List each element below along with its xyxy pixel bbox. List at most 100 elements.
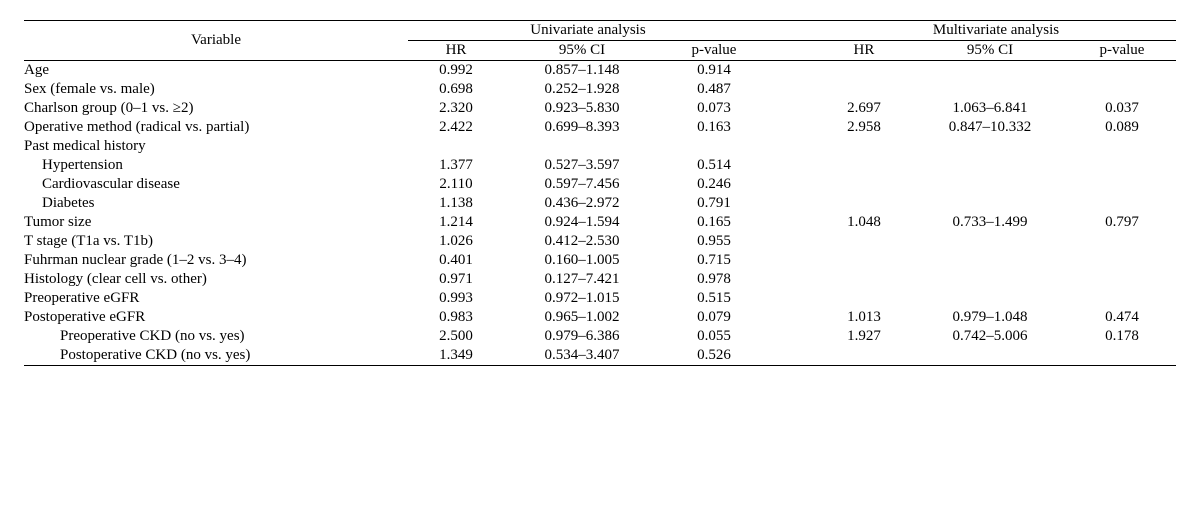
cell-multi-ci: 1.063–6.841 xyxy=(912,99,1068,118)
cell-variable: Tumor size xyxy=(24,213,408,232)
cell-gap xyxy=(768,213,816,232)
table-row: Operative method (radical vs. partial)2.… xyxy=(24,118,1176,137)
cell-multi-hr: 1.013 xyxy=(816,308,912,327)
cell-uni-ci: 0.924–1.594 xyxy=(504,213,660,232)
cell-variable: Diabetes xyxy=(24,194,408,213)
cell-multi-hr: 1.048 xyxy=(816,213,912,232)
cell-variable: Charlson group (0–1 vs. ≥2) xyxy=(24,99,408,118)
cell-gap xyxy=(768,156,816,175)
cell-uni-hr: 2.500 xyxy=(408,327,504,346)
cell-uni-hr: 1.349 xyxy=(408,346,504,366)
cell-variable: Operative method (radical vs. partial) xyxy=(24,118,408,137)
cell-gap xyxy=(768,137,816,156)
table-row: Cardiovascular disease2.1100.597–7.4560.… xyxy=(24,175,1176,194)
header-gap2 xyxy=(768,41,816,61)
cell-uni-p: 0.978 xyxy=(660,270,768,289)
cell-uni-ci: 0.412–2.530 xyxy=(504,232,660,251)
cell-multi-hr xyxy=(816,194,912,213)
table-row: T stage (T1a vs. T1b)1.0260.412–2.5300.9… xyxy=(24,232,1176,251)
cell-gap xyxy=(768,327,816,346)
cell-multi-p xyxy=(1068,61,1176,81)
cell-multi-hr xyxy=(816,137,912,156)
cell-gap xyxy=(768,289,816,308)
cell-multi-ci xyxy=(912,156,1068,175)
cell-multi-ci xyxy=(912,61,1068,81)
cell-uni-hr: 2.320 xyxy=(408,99,504,118)
cell-gap xyxy=(768,251,816,270)
cell-multi-hr xyxy=(816,289,912,308)
header-uni-p: p-value xyxy=(660,41,768,61)
cell-uni-ci: 0.436–2.972 xyxy=(504,194,660,213)
cell-multi-p xyxy=(1068,175,1176,194)
cell-multi-p: 0.037 xyxy=(1068,99,1176,118)
header-uni-hr: HR xyxy=(408,41,504,61)
cell-multi-ci xyxy=(912,194,1068,213)
cell-gap xyxy=(768,118,816,137)
header-gap xyxy=(768,21,816,41)
cell-uni-ci: 0.699–8.393 xyxy=(504,118,660,137)
cell-uni-hr: 0.992 xyxy=(408,61,504,81)
table-row: Diabetes1.1380.436–2.9720.791 xyxy=(24,194,1176,213)
cell-uni-hr: 2.422 xyxy=(408,118,504,137)
table-row: Postoperative eGFR0.9830.965–1.0020.0791… xyxy=(24,308,1176,327)
cell-uni-hr: 0.401 xyxy=(408,251,504,270)
cell-multi-hr: 2.958 xyxy=(816,118,912,137)
cell-gap xyxy=(768,194,816,213)
cell-uni-ci: 0.534–3.407 xyxy=(504,346,660,366)
cell-variable: Postoperative eGFR xyxy=(24,308,408,327)
header-univariate: Univariate analysis xyxy=(408,21,768,41)
cell-variable: Sex (female vs. male) xyxy=(24,80,408,99)
cell-multi-hr xyxy=(816,232,912,251)
table-row: Preoperative eGFR0.9930.972–1.0150.515 xyxy=(24,289,1176,308)
table-row: Hypertension1.3770.527–3.5970.514 xyxy=(24,156,1176,175)
header-multi-hr: HR xyxy=(816,41,912,61)
cell-uni-p: 0.165 xyxy=(660,213,768,232)
cell-uni-p: 0.079 xyxy=(660,308,768,327)
table-row: Age0.9920.857–1.1480.914 xyxy=(24,61,1176,81)
header-variable: Variable xyxy=(24,21,408,61)
cell-multi-hr xyxy=(816,270,912,289)
table-row: Sex (female vs. male)0.6980.252–1.9280.4… xyxy=(24,80,1176,99)
cell-multi-p xyxy=(1068,156,1176,175)
cell-uni-p: 0.515 xyxy=(660,289,768,308)
cell-multi-ci xyxy=(912,232,1068,251)
cell-multi-p xyxy=(1068,80,1176,99)
table-row: Preoperative CKD (no vs. yes)2.5000.979–… xyxy=(24,327,1176,346)
cell-multi-p xyxy=(1068,137,1176,156)
cell-multi-p xyxy=(1068,289,1176,308)
cell-uni-ci: 0.597–7.456 xyxy=(504,175,660,194)
cell-uni-hr: 2.110 xyxy=(408,175,504,194)
cell-uni-p: 0.914 xyxy=(660,61,768,81)
table-row: Postoperative CKD (no vs. yes)1.3490.534… xyxy=(24,346,1176,366)
cell-multi-ci xyxy=(912,80,1068,99)
cell-multi-ci: 0.733–1.499 xyxy=(912,213,1068,232)
table-row: Tumor size1.2140.924–1.5940.1651.0480.73… xyxy=(24,213,1176,232)
cell-uni-p: 0.055 xyxy=(660,327,768,346)
cell-gap xyxy=(768,61,816,81)
cell-variable: Preoperative eGFR xyxy=(24,289,408,308)
cell-uni-ci: 0.252–1.928 xyxy=(504,80,660,99)
cell-variable: Fuhrman nuclear grade (1–2 vs. 3–4) xyxy=(24,251,408,270)
cell-uni-p: 0.526 xyxy=(660,346,768,366)
cell-gap xyxy=(768,346,816,366)
cell-multi-hr xyxy=(816,175,912,194)
cell-multi-p: 0.178 xyxy=(1068,327,1176,346)
cell-variable: Hypertension xyxy=(24,156,408,175)
cell-multi-p xyxy=(1068,270,1176,289)
cell-multi-hr xyxy=(816,80,912,99)
cell-uni-ci: 0.857–1.148 xyxy=(504,61,660,81)
cell-uni-p: 0.246 xyxy=(660,175,768,194)
cell-multi-hr xyxy=(816,156,912,175)
cell-multi-hr xyxy=(816,251,912,270)
cell-gap xyxy=(768,175,816,194)
cell-multi-ci xyxy=(912,175,1068,194)
cell-multi-ci xyxy=(912,346,1068,366)
cell-uni-p: 0.791 xyxy=(660,194,768,213)
cell-uni-hr: 1.377 xyxy=(408,156,504,175)
cell-gap xyxy=(768,232,816,251)
cell-multi-ci: 0.742–5.006 xyxy=(912,327,1068,346)
cell-uni-hr: 1.138 xyxy=(408,194,504,213)
cell-variable: Past medical history xyxy=(24,137,408,156)
cell-uni-p xyxy=(660,137,768,156)
cell-multi-p: 0.089 xyxy=(1068,118,1176,137)
